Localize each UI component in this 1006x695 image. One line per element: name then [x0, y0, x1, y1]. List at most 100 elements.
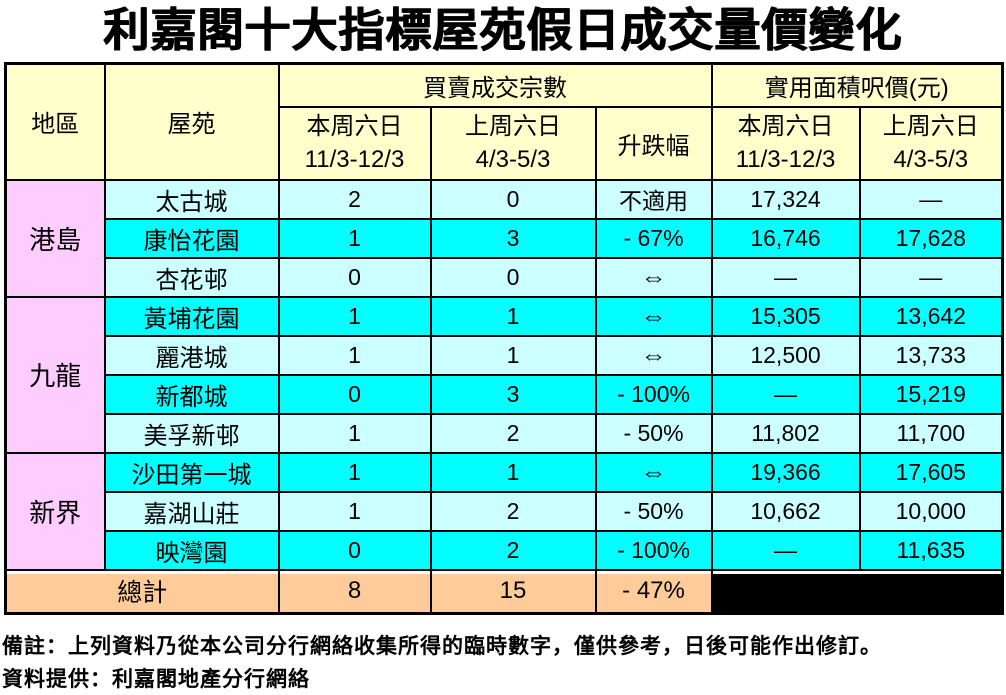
count-this-week-cell: 1 [277, 412, 432, 454]
count-this-week-cell: 0 [277, 529, 432, 571]
change-cell: ⇔ [594, 295, 713, 337]
count-last-week-cell: 0 [429, 178, 597, 220]
count-this-week-cell: 1 [277, 334, 432, 376]
total-count-this-week-cell: 8 [277, 568, 432, 615]
estate-cell: 太古城 [103, 178, 280, 220]
price-last-week-cell: 13,642 [858, 295, 1004, 337]
count-last-week-cell: 2 [429, 412, 597, 454]
count-this-week-cell: 0 [277, 373, 432, 415]
page-title: 利嘉閣十大指標屋苑假日成交量價變化 [103, 4, 903, 56]
col-header-change: 升跌幅 [594, 105, 713, 181]
change-cell: 不適用 [594, 178, 713, 220]
header-row-groups: 地區 屋苑 買賣成交宗數 實用面積呎價(元) [4, 62, 1004, 181]
col-header-estate: 屋苑 [103, 62, 280, 181]
table-row: 映灣園 0 2 - 100% — 11,635 [6, 529, 1004, 571]
col-group-price: 實用面積呎價(元) [710, 62, 1004, 108]
price-last-week-cell: — [858, 178, 1004, 220]
table-row: 美孚新邨 1 2 - 50% 11,802 11,700 [6, 412, 1004, 454]
col-header-trans-last-week: 上周六日 4/3-5/3 [429, 105, 597, 181]
data-source-note: 資料提供：利嘉閣地產分行網絡 [2, 667, 310, 691]
header-row-sub: 本周六日 11/3-12/3 上周六日 4/3-5/3 升跌幅 本周六日 11/… [6, 105, 1004, 181]
estate-cell: 黃埔花園 [103, 295, 280, 337]
change-cell: - 100% [594, 529, 713, 571]
price-this-week-cell: 19,366 [710, 451, 861, 493]
count-last-week-cell: 3 [429, 373, 597, 415]
col-header-region: 地區 [4, 62, 106, 181]
estate-cell: 美孚新邨 [103, 412, 280, 454]
count-this-week-cell: 1 [277, 451, 432, 493]
estate-cell: 沙田第一城 [103, 451, 280, 493]
last-week-label: 上周六日 [882, 113, 979, 140]
count-last-week-cell: 2 [429, 529, 597, 571]
count-last-week-cell: 1 [429, 295, 597, 337]
price-last-week-cell: 17,605 [858, 451, 1004, 493]
price-last-week-cell: 17,628 [858, 217, 1004, 259]
this-week-label: 本周六日 [306, 113, 403, 140]
col-header-trans-this-week: 本周六日 11/3-12/3 [277, 105, 432, 181]
count-this-week-cell: 2 [277, 178, 432, 220]
blank-black-cell [710, 568, 1004, 615]
last-week-dates: 4/3-5/3 [893, 146, 969, 173]
total-count-last-week-cell: 15 [429, 568, 597, 615]
price-this-week-cell: 12,500 [710, 334, 861, 376]
last-week-dates: 4/3-5/3 [475, 146, 551, 173]
table-row: 嘉湖山莊 1 2 - 50% 10,662 10,000 [6, 490, 1004, 532]
price-last-week-cell: 10,000 [858, 490, 1004, 532]
change-cell: - 50% [594, 412, 713, 454]
change-cell: ⇔ [594, 334, 713, 376]
estate-cell: 新都城 [103, 373, 280, 415]
price-this-week-cell: — [710, 529, 861, 571]
this-week-dates: 11/3-12/3 [735, 146, 836, 173]
price-last-week-cell: 11,635 [858, 529, 1004, 571]
change-cell: - 67% [594, 217, 713, 259]
table-row: 麗港城 1 1 ⇔ 12,500 13,733 [6, 334, 1004, 376]
change-cell: - 100% [594, 373, 713, 415]
estate-cell: 麗港城 [103, 334, 280, 376]
table-row: 新都城 0 3 - 100% — 15,219 [6, 373, 1004, 415]
estate-cell: 嘉湖山莊 [103, 490, 280, 532]
footer-notes: 備註：上列資料乃從本公司分行網絡收集所得的臨時數字，僅供參考，日後可能作出修訂。… [2, 630, 1006, 695]
total-row: 總計 8 15 - 47% [4, 568, 1004, 615]
price-this-week-cell: 15,305 [710, 295, 861, 337]
price-this-week-cell: — [710, 256, 861, 298]
count-this-week-cell: 1 [277, 217, 432, 259]
table-row: 新界 沙田第一城 1 1 ⇔ 19,366 17,605 [4, 451, 1004, 571]
region-cell: 港島 [4, 178, 106, 298]
count-last-week-cell: 1 [429, 334, 597, 376]
table-row: 杏花邨 0 0 ⇔ — — [6, 256, 1004, 298]
count-last-week-cell: 3 [429, 217, 597, 259]
price-this-week-cell: 17,324 [710, 178, 861, 220]
estate-cell: 杏花邨 [103, 256, 280, 298]
count-this-week-cell: 1 [277, 295, 432, 337]
price-this-week-cell: 16,746 [710, 217, 861, 259]
price-this-week-cell: — [710, 373, 861, 415]
count-this-week-cell: 1 [277, 490, 432, 532]
estate-cell: 康怡花園 [103, 217, 280, 259]
total-change-cell: - 47% [594, 568, 713, 615]
region-cell: 九龍 [4, 295, 106, 454]
table-row: 九龍 黃埔花園 1 1 ⇔ 15,305 13,642 [4, 295, 1004, 454]
price-last-week-cell: 13,733 [858, 334, 1004, 376]
col-group-transactions: 買賣成交宗數 [277, 62, 713, 108]
price-last-week-cell: 15,219 [858, 373, 1004, 415]
price-this-week-cell: 10,662 [710, 490, 861, 532]
count-last-week-cell: 0 [429, 256, 597, 298]
estate-cell: 映灣園 [103, 529, 280, 571]
estates-data-table: 地區 屋苑 買賣成交宗數 實用面積呎價(元) 本周六日 11/3-12/3 上周… [4, 62, 1005, 615]
col-header-price-this-week: 本周六日 11/3-12/3 [710, 105, 861, 181]
count-last-week-cell: 1 [429, 451, 597, 493]
count-this-week-cell: 0 [277, 256, 432, 298]
region-cell: 新界 [4, 451, 106, 571]
count-last-week-cell: 2 [429, 490, 597, 532]
change-cell: ⇔ [594, 256, 713, 298]
this-week-label: 本周六日 [737, 113, 834, 140]
last-week-label: 上周六日 [465, 113, 561, 140]
table-row: 康怡花園 1 3 - 67% 16,746 17,628 [6, 217, 1004, 259]
price-this-week-cell: 11,802 [710, 412, 861, 454]
total-label-cell: 總計 [4, 568, 280, 615]
this-week-dates: 11/3-12/3 [304, 146, 405, 173]
remark-note: 備註：上列資料乃從本公司分行網絡收集所得的臨時數字，僅供參考，日後可能作出修訂。 [2, 634, 882, 658]
price-last-week-cell: — [858, 256, 1004, 298]
col-header-price-last-week: 上周六日 4/3-5/3 [858, 105, 1004, 181]
price-last-week-cell: 11,700 [858, 412, 1004, 454]
